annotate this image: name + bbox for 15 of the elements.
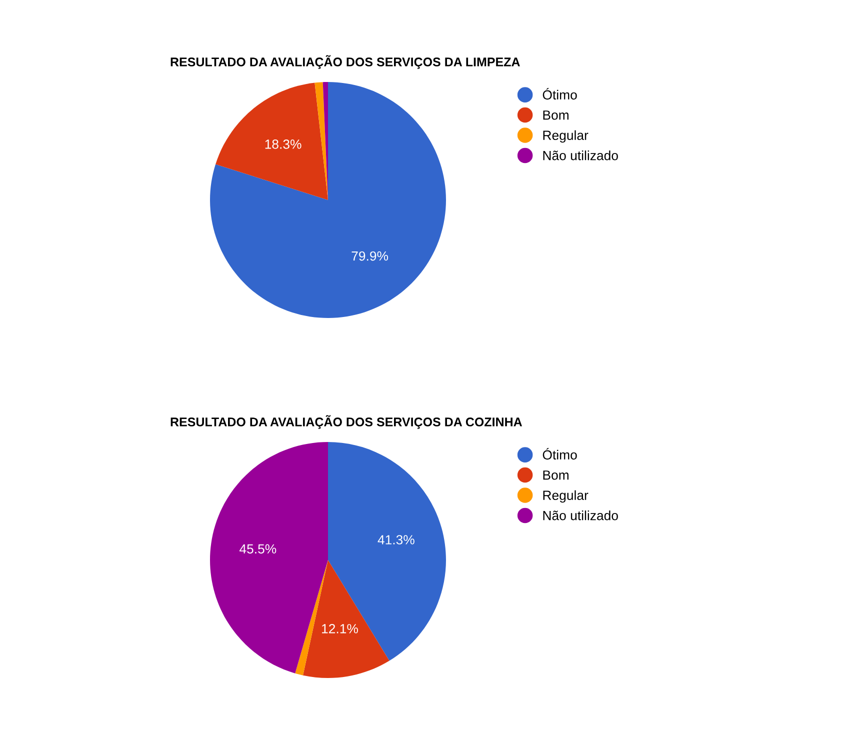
legend-label: Não utilizado	[543, 150, 618, 160]
data-label: 79.9%	[352, 251, 388, 261]
data-label: 12.1%	[322, 624, 358, 634]
chart-title: RESULTADO DA AVALIAÇÃO DOS SERVIÇOS DA COZINHA	[170, 415, 522, 429]
legend-label: Não utilizado	[543, 510, 618, 520]
legend-label: Ótimo	[542, 88, 577, 100]
data-label: 41.3%	[378, 535, 414, 544]
data-label: 18.3%	[265, 140, 302, 149]
chart-title: RESULTADO DA AVALIAÇÃO DOS SERVIÇOS DA LIMPEZA	[170, 55, 520, 69]
legend-label: Bom	[543, 110, 568, 120]
legend-label: Bom	[543, 470, 568, 480]
legend-label: Ótimo	[542, 448, 577, 460]
data-label: 45.5%	[240, 544, 276, 554]
legend-label: Regular	[543, 490, 588, 503]
legend-label: Regular	[543, 130, 588, 143]
